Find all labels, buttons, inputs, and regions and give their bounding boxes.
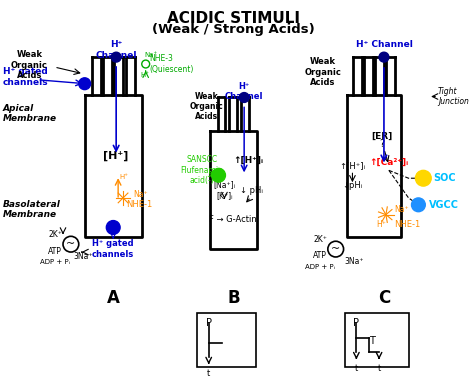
Text: t: t [377, 364, 381, 373]
Text: 3Na⁺: 3Na⁺ [345, 258, 364, 266]
Circle shape [239, 92, 249, 102]
Text: 3Na⁺: 3Na⁺ [73, 253, 92, 261]
Circle shape [379, 52, 389, 62]
Text: H⁺
Channel: H⁺ Channel [225, 82, 264, 101]
Text: t: t [207, 369, 210, 378]
Text: SANSCC
Flufenamic
acid(-): SANSCC Flufenamic acid(-) [181, 156, 223, 185]
Text: ?: ? [379, 139, 384, 149]
Text: Weak
Organic
Acids: Weak Organic Acids [11, 50, 48, 80]
Text: (Weak / Strong Acids): (Weak / Strong Acids) [152, 23, 315, 36]
Text: B: B [227, 290, 240, 307]
Circle shape [111, 52, 121, 62]
Text: ADP + Pᵢ: ADP + Pᵢ [305, 264, 335, 270]
Text: ↑[H⁺]ᵢ: ↑[H⁺]ᵢ [339, 161, 365, 170]
Text: F → G-Actin: F → G-Actin [210, 215, 257, 224]
Text: Weak
Organic
Acids: Weak Organic Acids [190, 92, 224, 121]
FancyBboxPatch shape [197, 313, 256, 367]
Text: [H⁺]: [H⁺] [103, 151, 129, 161]
Text: ↓pHᵢ: ↓pHᵢ [342, 181, 363, 190]
Circle shape [411, 198, 425, 212]
Text: H⁺ Channel: H⁺ Channel [356, 40, 412, 49]
Text: ATP: ATP [313, 251, 327, 261]
Text: ADP + Pᵢ: ADP + Pᵢ [40, 259, 70, 265]
Text: C: C [378, 290, 390, 307]
Text: [Na⁺]ᵢ
[K⁺]ᵢ: [Na⁺]ᵢ [K⁺]ᵢ [213, 180, 236, 200]
Text: ↑[Ca²⁺]ᵢ: ↑[Ca²⁺]ᵢ [369, 158, 409, 167]
Text: SOC: SOC [433, 173, 456, 183]
Text: Tight
Junction: Tight Junction [438, 87, 469, 106]
Text: ↑[H⁺]ᵢ: ↑[H⁺]ᵢ [233, 156, 263, 165]
Text: H⁺: H⁺ [119, 174, 128, 180]
Text: P: P [354, 318, 359, 328]
Text: NHE-1: NHE-1 [394, 220, 420, 229]
Text: VGCC: VGCC [429, 200, 459, 210]
Text: [ER]: [ER] [371, 131, 392, 141]
Text: ~: ~ [331, 244, 340, 254]
Text: A: A [107, 290, 119, 307]
Text: H⁺ gated
channels: H⁺ gated channels [92, 239, 134, 259]
Text: ATP: ATP [48, 246, 62, 256]
Circle shape [79, 78, 91, 90]
Text: T: T [369, 336, 375, 346]
Text: H⁺ gated
channels: H⁺ gated channels [3, 67, 48, 87]
Text: Na⁺: Na⁺ [145, 52, 158, 58]
FancyBboxPatch shape [345, 313, 409, 367]
Text: ACIDIC STIMULI: ACIDIC STIMULI [167, 11, 300, 26]
Text: H⁺: H⁺ [376, 220, 386, 229]
Text: 2K⁺: 2K⁺ [313, 235, 327, 244]
Text: H⁺: H⁺ [141, 72, 150, 78]
Text: Na⁺: Na⁺ [394, 205, 409, 214]
Text: NHE-1: NHE-1 [126, 200, 152, 209]
Text: ↓ pHᵢ: ↓ pHᵢ [239, 186, 263, 194]
Text: 2K⁺: 2K⁺ [48, 230, 62, 239]
Text: Na⁺: Na⁺ [133, 191, 147, 199]
Text: Apical
Membrane: Apical Membrane [3, 104, 57, 123]
Text: ~: ~ [66, 239, 75, 249]
Text: Weak
Organic
Acids: Weak Organic Acids [304, 57, 341, 87]
Circle shape [415, 170, 431, 186]
Circle shape [212, 168, 226, 182]
Text: H⁺
Channel: H⁺ Channel [95, 40, 137, 60]
Text: t: t [355, 364, 358, 373]
Text: P: P [206, 318, 212, 328]
Text: NHE-3
(Quiescent): NHE-3 (Quiescent) [150, 54, 194, 74]
Circle shape [106, 221, 120, 234]
Text: Basolateral
Membrane: Basolateral Membrane [3, 200, 61, 219]
